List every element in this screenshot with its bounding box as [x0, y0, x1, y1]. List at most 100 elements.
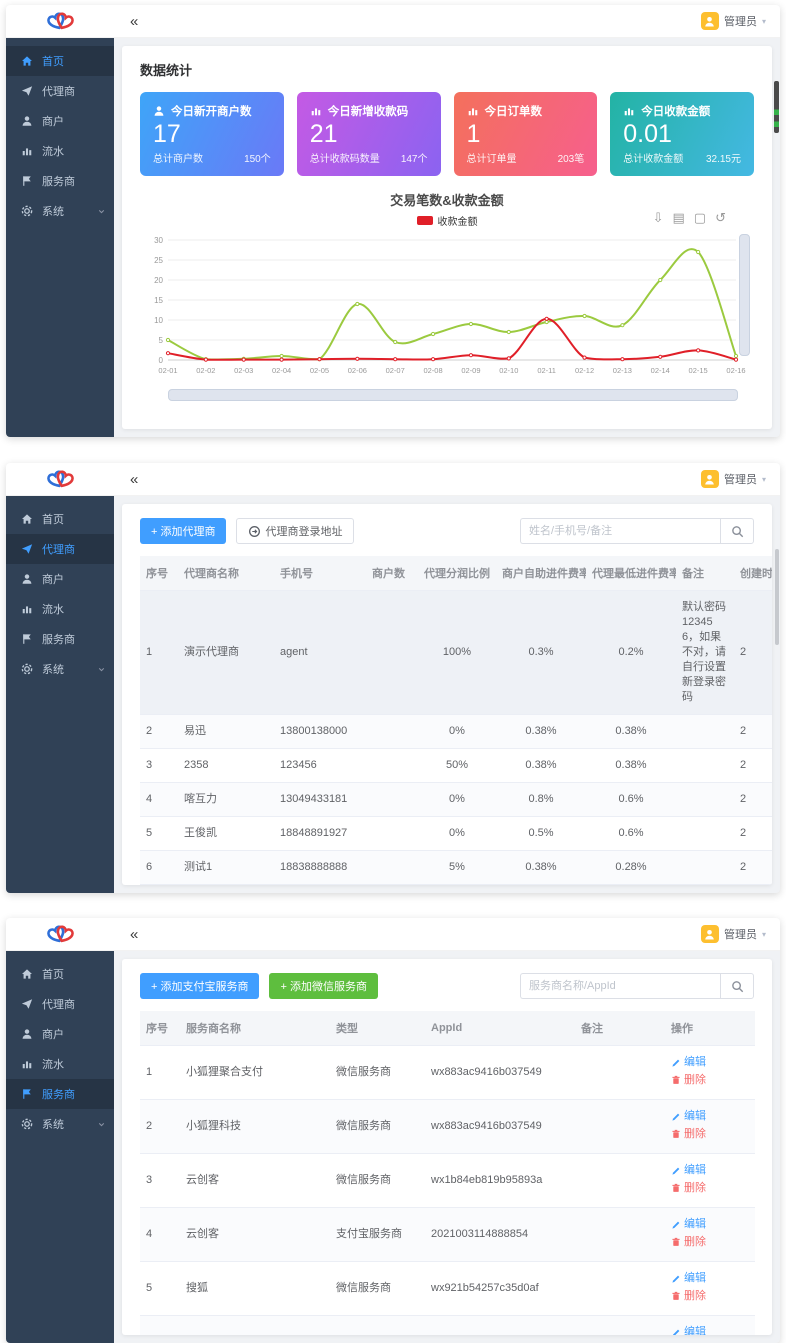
cell: 0%	[418, 816, 496, 851]
edit-link[interactable]: 编辑	[671, 1055, 706, 1070]
column-header: 序号	[140, 1011, 180, 1046]
cell	[676, 816, 734, 851]
svg-text:02-06: 02-06	[348, 366, 367, 375]
add-agent-button[interactable]: + 添加代理商	[140, 518, 227, 544]
collapse-sidebar-button[interactable]: «	[130, 12, 139, 30]
edit-link[interactable]: 编辑	[671, 1217, 706, 1232]
section-title: 数据统计	[140, 63, 193, 78]
cell: 微信服务商	[330, 1045, 425, 1100]
edit-link[interactable]: 编辑	[671, 1271, 706, 1286]
cell: 18848891927	[274, 816, 366, 851]
sidebar-item-1[interactable]: 代理商	[6, 989, 114, 1019]
table-row: 4 云创客 支付宝服务商 2021003114888854 编辑 删除	[140, 1207, 755, 1262]
sidebar-item-4[interactable]: 服务商	[6, 1079, 114, 1109]
cell	[366, 816, 418, 851]
actions-cell: 编辑删除	[665, 1207, 755, 1262]
svg-text:25: 25	[154, 256, 163, 265]
column-header: 类型	[330, 1011, 425, 1046]
cell: 1	[140, 1045, 180, 1100]
scrollbar-thumb[interactable]	[775, 549, 779, 645]
delete-link[interactable]: 删除	[671, 1181, 706, 1196]
datazoom-vertical-slider[interactable]	[739, 234, 750, 356]
sidebar-item-2[interactable]: 商户	[6, 106, 114, 136]
screenshot-agents: « 管理员 ▾ 首页 代理商 商户 流水 服务商 系统 + 添加代理商 代理商登录地址	[6, 463, 780, 893]
agent-login-url-button[interactable]: 代理商登录地址	[236, 518, 355, 544]
delete-link[interactable]: 删除	[671, 1289, 706, 1304]
sidebar-item-4[interactable]: 服务商	[6, 166, 114, 196]
sidebar-item-1[interactable]: 代理商	[6, 534, 114, 564]
search-input[interactable]	[520, 973, 720, 999]
edit-link[interactable]: 编辑	[671, 1325, 706, 1335]
search-input[interactable]	[520, 518, 720, 544]
collapse-sidebar-button[interactable]: «	[130, 470, 139, 488]
sidebar-item-4[interactable]: 服务商	[6, 624, 114, 654]
cell	[575, 1153, 665, 1208]
cell: 4	[140, 782, 178, 817]
cell: wx1b84eb819b95893a	[425, 1153, 575, 1208]
cell	[366, 884, 418, 885]
hearts-logo-icon	[45, 922, 76, 946]
sidebar-item-5[interactable]: 系统	[6, 654, 114, 684]
data-view-icon[interactable]: ▤	[672, 210, 685, 225]
svg-text:02-04: 02-04	[272, 366, 291, 375]
delete-link[interactable]: 删除	[671, 1235, 706, 1250]
column-header: 操作	[665, 1011, 755, 1046]
cell: 2	[140, 1099, 180, 1154]
download-icon[interactable]: ⇩	[652, 210, 664, 225]
add-wechat-service-button[interactable]: + 添加微信服务商	[269, 973, 378, 999]
sidebar-item-5[interactable]: 系统	[6, 1109, 114, 1139]
restore-icon[interactable]: ↺	[715, 210, 726, 225]
user-menu[interactable]: 管理员 ▾	[700, 925, 766, 943]
chart-legend[interactable]: 收款金额	[140, 213, 754, 228]
collapse-sidebar-button[interactable]: «	[130, 925, 139, 943]
table-row: 3 2358 123456 50% 0.38% 0.38% 2	[140, 748, 772, 783]
svg-text:02-07: 02-07	[386, 366, 405, 375]
magic-type-icon[interactable]: ▢	[693, 210, 707, 225]
sidebar-item-5[interactable]: 系统	[6, 196, 114, 226]
svg-text:10: 10	[154, 316, 163, 325]
sidebar-item-1[interactable]: 代理商	[6, 76, 114, 106]
sidebar-item-0[interactable]: 首页	[6, 504, 114, 534]
column-header: 手机号	[274, 556, 366, 591]
main-area: + 添加支付宝服务商 + 添加微信服务商 序号服务商名称类型AppId备注操作1…	[114, 951, 780, 1343]
delete-link[interactable]: 删除	[671, 1127, 706, 1142]
cell: 2	[734, 748, 772, 783]
cell: 3	[140, 748, 178, 783]
edit-link[interactable]: 编辑	[671, 1109, 706, 1124]
cell: 2	[734, 850, 772, 885]
chevron-down-icon: ▾	[761, 929, 766, 939]
datazoom-horizontal-slider[interactable]	[168, 389, 738, 401]
scrollbar-thumb[interactable]	[774, 81, 779, 133]
cell: 微信服务商	[330, 1099, 425, 1154]
chevron-down-icon: ▾	[761, 16, 766, 26]
sidebar-item-3[interactable]: 流水	[6, 594, 114, 624]
sidebar-item-2[interactable]: 商户	[6, 1019, 114, 1049]
cell: 2	[734, 714, 772, 749]
search-button[interactable]	[720, 518, 754, 544]
edit-link[interactable]: 编辑	[671, 1163, 706, 1178]
cell: 0.38%	[496, 714, 586, 749]
user-menu[interactable]: 管理员 ▾	[700, 470, 766, 488]
sidebar-item-0[interactable]: 首页	[6, 46, 114, 76]
delete-link[interactable]: 删除	[671, 1073, 706, 1088]
column-header: 代理最低进件费率	[586, 556, 676, 591]
sidebar-item-2[interactable]: 商户	[6, 564, 114, 594]
cell: wx883ac9416b037549	[425, 1045, 575, 1100]
cell: 0.2%	[586, 884, 676, 885]
column-header: 备注	[575, 1011, 665, 1046]
cell: 0%	[418, 714, 496, 749]
chart-title: 交易笔数&收款金额	[390, 193, 504, 208]
sidebar-item-0[interactable]: 首页	[6, 959, 114, 989]
cell: agent	[274, 590, 366, 715]
sidebar-item-3[interactable]: 流水	[6, 136, 114, 166]
search-button[interactable]	[720, 973, 754, 999]
user-name: 管理员	[723, 16, 757, 28]
main-area: 数据统计 今日新开商户数 17 总计商户数 150个 今日新增收款码 21 总计收款码数量 1…	[114, 38, 780, 437]
svg-text:02-09: 02-09	[461, 366, 480, 375]
add-alipay-service-button[interactable]: + 添加支付宝服务商	[140, 973, 260, 999]
sidebar-item-3[interactable]: 流水	[6, 1049, 114, 1079]
user-menu[interactable]: 管理员 ▾	[700, 12, 766, 30]
svg-text:02-05: 02-05	[310, 366, 329, 375]
